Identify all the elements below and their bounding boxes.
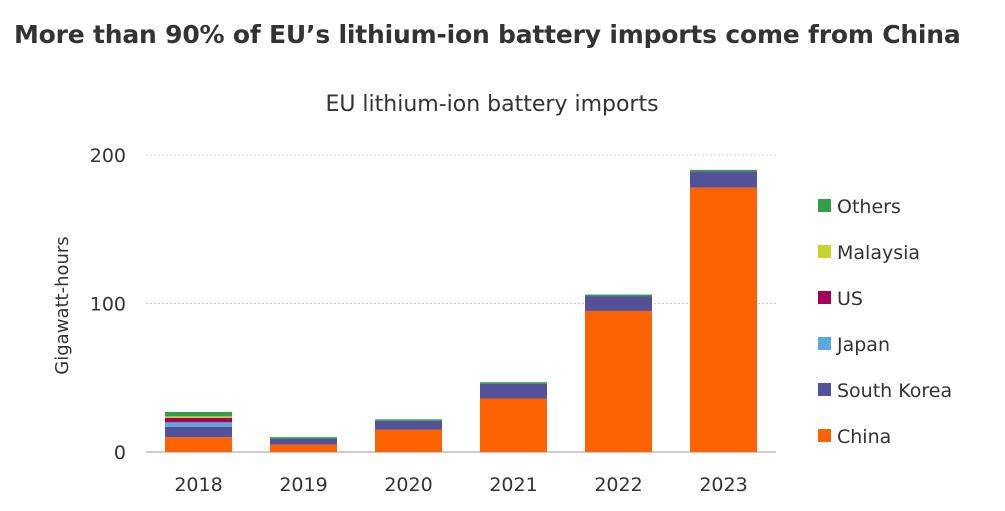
bar-segment-china-2023 xyxy=(690,187,757,453)
x-tick-label: 2019 xyxy=(279,474,327,496)
legend-swatch-south-korea xyxy=(818,383,831,396)
x-tick-label: 2020 xyxy=(384,474,432,496)
grid-lines xyxy=(146,154,776,453)
bar-segment-south-korea-2019 xyxy=(270,438,337,445)
legend-label: Others xyxy=(837,196,901,218)
bar-segment-china-2019 xyxy=(270,444,337,452)
legend-label: US xyxy=(837,288,863,310)
bar-segment-china-2020 xyxy=(375,429,442,452)
x-tick-label: 2018 xyxy=(174,474,222,496)
x-tick-label: 2021 xyxy=(489,474,537,496)
bar-segment-others-2018 xyxy=(165,411,232,417)
y-tick-label: 200 xyxy=(90,145,126,167)
legend-swatch-japan xyxy=(818,337,831,350)
bar-segment-south-korea-2021 xyxy=(480,383,547,399)
bar-segment-south-korea-2018 xyxy=(165,426,232,438)
legend-swatch-china xyxy=(818,429,831,442)
legend-swatch-others xyxy=(818,199,831,212)
bar-segment-south-korea-2020 xyxy=(375,420,442,430)
bar-segment-china-2021 xyxy=(480,398,547,452)
legend-swatch-us xyxy=(818,291,831,304)
bar-segment-us-2018 xyxy=(165,417,232,423)
bars xyxy=(165,169,757,453)
bar-segment-others-2020 xyxy=(375,419,442,421)
y-tick-labels: 0 100 200 xyxy=(90,145,126,464)
bar-segment-others-2022 xyxy=(585,294,652,297)
legend: Others Malaysia US Japan South Korea China xyxy=(818,196,952,448)
bar-segment-japan-2018 xyxy=(165,422,232,427)
y-tick-label: 0 xyxy=(114,442,126,464)
bar-segment-china-2018 xyxy=(165,437,232,452)
bar-segment-china-2022 xyxy=(585,310,652,452)
legend-label: Japan xyxy=(836,334,890,356)
legend-label: South Korea xyxy=(837,380,952,402)
bar-segment-others-2023 xyxy=(690,169,757,172)
y-axis-label: Gigawatt-hours xyxy=(52,236,73,374)
page-title: More than 90% of EU’s lithium-ion batter… xyxy=(14,20,961,49)
legend-label: China xyxy=(837,426,891,448)
bar-segment-south-korea-2023 xyxy=(690,171,757,188)
legend-swatch-malaysia xyxy=(818,245,831,258)
y-tick-label: 100 xyxy=(90,294,126,316)
bar-segment-south-korea-2022 xyxy=(585,296,652,311)
x-tick-label: 2023 xyxy=(699,474,747,496)
bar-segment-others-2019 xyxy=(270,437,337,439)
bar-segment-others-2021 xyxy=(480,382,547,384)
x-tick-label: 2022 xyxy=(594,474,642,496)
legend-label: Malaysia xyxy=(837,242,920,264)
chart-title: EU lithium-ion battery imports xyxy=(325,92,658,117)
x-tick-labels: 2018 2019 2020 2021 2022 2023 xyxy=(174,474,747,496)
bar-segment-malaysia-2018 xyxy=(165,416,232,418)
